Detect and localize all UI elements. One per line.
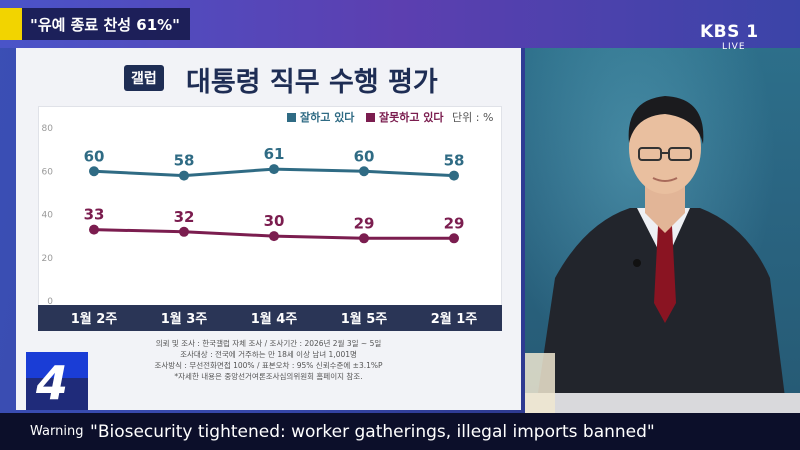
data-point	[359, 166, 369, 177]
chart-title: 대통령 직무 수행 평가	[186, 67, 438, 98]
source-tag: 갤럽	[124, 65, 164, 91]
headline-text: "유예 종료 찬성 61%"	[22, 8, 190, 40]
data-point	[89, 166, 99, 177]
legend-disapprove-label: 잘못하고 있다	[379, 111, 444, 124]
note-line-1: 의뢰 및 조사 : 한국갤럽 자체 조사 / 조사기간 : 2026년 2월 3…	[155, 339, 382, 348]
x-tick-label: 1월 3주	[161, 311, 208, 327]
chart-panel: 갤럽 대통령 직무 수행 평가 잘하고 있다 잘못하고 있다 단위 : % 0 2…	[16, 48, 521, 410]
x-tick-label: 2월 1주	[431, 311, 478, 327]
data-label: 29	[444, 214, 465, 232]
legend-approve-swatch	[287, 112, 296, 122]
legend-disapprove: 잘못하고 있다	[366, 109, 444, 125]
data-point	[179, 226, 189, 237]
x-tick-label: 1월 5주	[341, 311, 388, 327]
data-label: 30	[264, 212, 285, 230]
data-label: 61	[264, 145, 285, 163]
live-label: LIVE	[722, 42, 746, 52]
data-label: 33	[84, 206, 105, 224]
legend-disapprove-swatch	[366, 112, 375, 122]
y-tick-label: 0	[47, 297, 53, 307]
broadcaster-logo: KBS 1	[700, 22, 759, 42]
legend-approve: 잘하고 있다	[287, 109, 354, 125]
data-point	[449, 233, 459, 244]
y-tick-label: 40	[42, 211, 54, 221]
data-label: 32	[174, 208, 195, 226]
plot-area	[38, 106, 502, 328]
note-line-2: 조사대상 : 전국에 거주하는 만 18세 이상 남녀 1,001명	[180, 350, 357, 359]
data-label: 60	[354, 147, 375, 165]
channel-badge-top	[26, 352, 88, 378]
headline-accent	[0, 8, 22, 40]
y-tick-label: 20	[42, 254, 54, 264]
anchor-figure	[525, 48, 800, 413]
x-tick-label: 1월 4주	[251, 311, 298, 327]
data-label: 58	[444, 152, 465, 170]
data-label: 58	[174, 152, 195, 170]
data-point	[359, 233, 369, 244]
channel-badge: 4	[26, 352, 88, 410]
data-point	[269, 231, 279, 242]
data-point	[449, 170, 459, 181]
note-line-3: 조사방식 : 무선전화면접 100% / 표본오차 : 95% 신뢰수준에 ±3…	[154, 361, 383, 370]
data-point	[89, 224, 99, 235]
y-tick-label: 80	[42, 124, 54, 134]
unit-label: 단위 : %	[452, 111, 494, 124]
headline-tag: "유예 종료 찬성 61%"	[0, 8, 190, 40]
news-ticker: Warning "Biosecurity tightened: worker g…	[0, 413, 800, 450]
note-line-4: *자세한 내용은 중앙선거여론조사심의위원회 홈페이지 참조.	[174, 372, 363, 381]
data-point	[269, 164, 279, 175]
line-chart: 0 20 40 60 80 60 58 61 60 58 33 32 30 29 29 1월 2주 1월 3주 1…	[42, 124, 478, 327]
data-point	[179, 170, 189, 181]
ticker-label: Warning	[30, 424, 84, 439]
data-label: 29	[354, 214, 375, 232]
y-tick-label: 60	[42, 167, 54, 177]
legend-approve-label: 잘하고 있다	[300, 111, 355, 124]
x-axis-bar	[38, 305, 502, 331]
data-label: 60	[84, 147, 105, 165]
ticker-text: "Biosecurity tightened: worker gathering…	[90, 421, 655, 442]
channel-number: 4	[36, 356, 69, 410]
x-tick-label: 1월 2주	[71, 311, 118, 327]
